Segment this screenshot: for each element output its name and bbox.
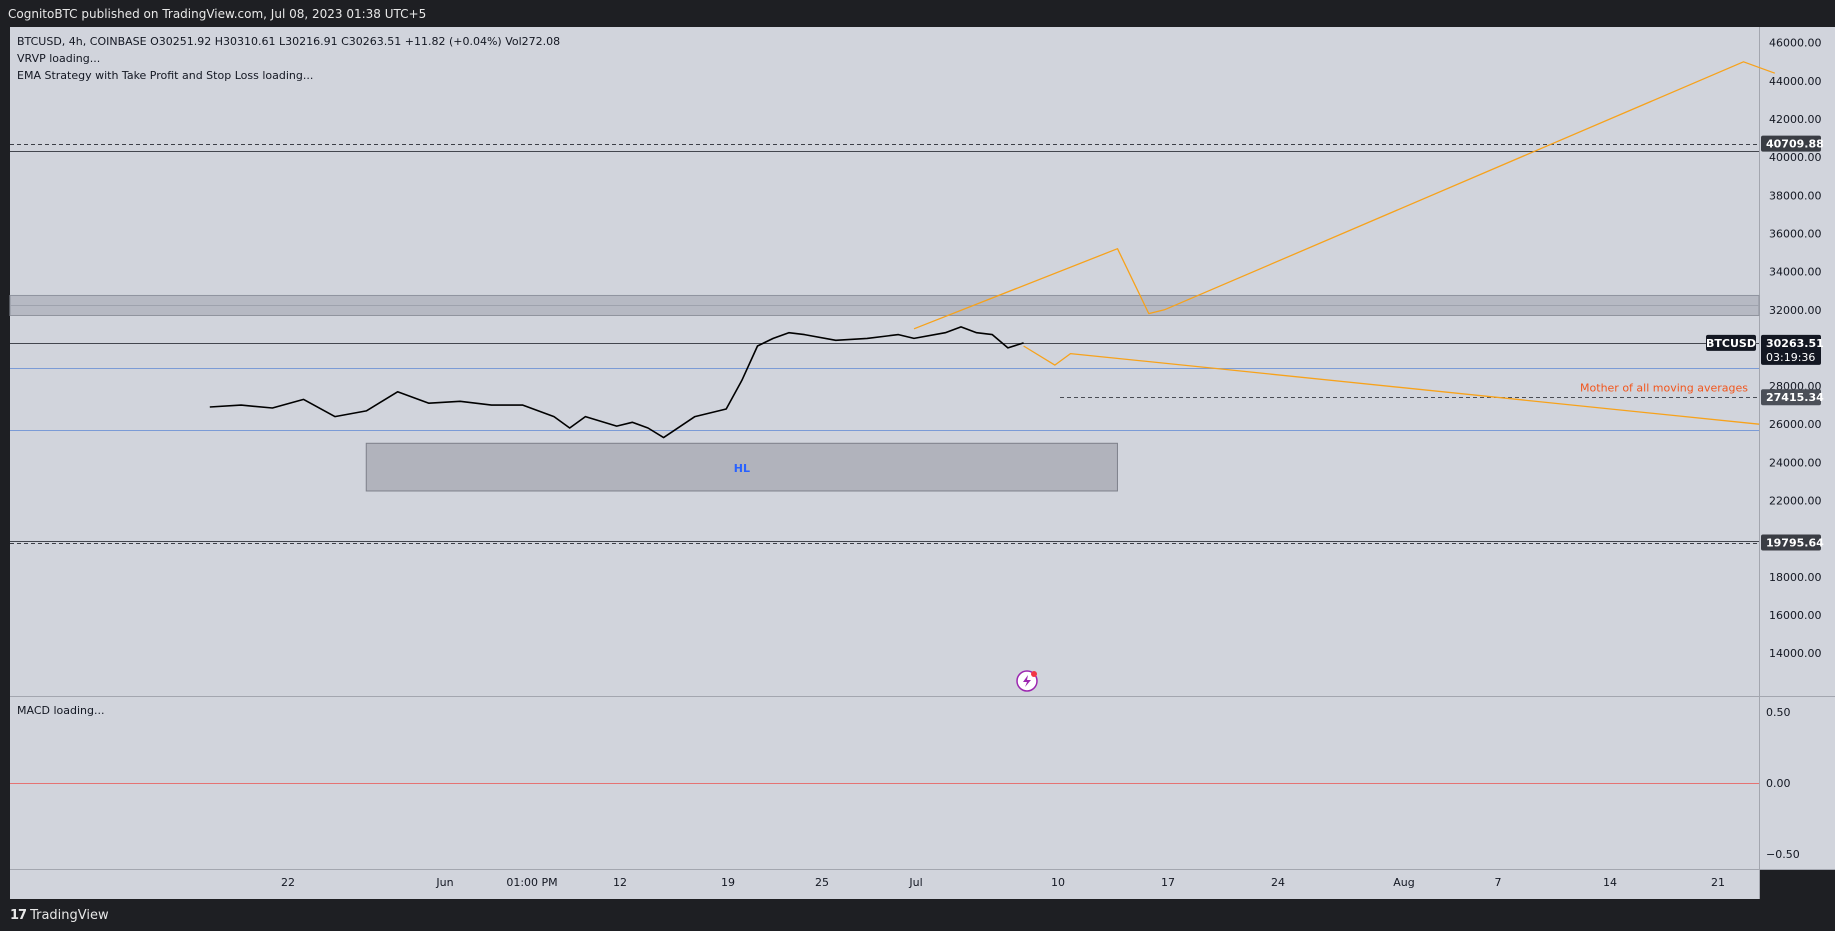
- y-tick-label: 26000.00: [1769, 418, 1822, 431]
- y-tick-label: 18000.00: [1769, 571, 1822, 584]
- flash-icon-dot: [1031, 671, 1037, 677]
- publish-header: CognitoBTC published on TradingView.com,…: [0, 0, 1835, 28]
- moving-average-label: Mother of all moving averages: [1580, 382, 1748, 395]
- x-tick-label: 01:00 PM: [506, 876, 557, 889]
- y-tick-label: 44000.00: [1769, 75, 1822, 88]
- x-tick-label: 22: [281, 876, 295, 889]
- macd-y-tick: 0.50: [1766, 706, 1791, 719]
- y-tick-label: 42000.00: [1769, 113, 1822, 126]
- main-pane-background: [10, 27, 1760, 696]
- price-series[interactable]: [209, 326, 1024, 439]
- price-label-0: 40709.88: [1766, 138, 1824, 151]
- y-tick-label: 24000.00: [1769, 456, 1822, 469]
- vrvp-legend[interactable]: VRVP loading...: [17, 52, 101, 65]
- price-label-1: 27415.34: [1766, 391, 1824, 404]
- tradingview-brand[interactable]: 17 TradingView: [10, 908, 109, 923]
- price-label-0-bg: [1761, 135, 1821, 152]
- x-tick-label: Jul: [908, 876, 922, 889]
- footer-bar: 17 TradingView: [0, 902, 1835, 931]
- hl-zone-label: HL: [734, 462, 750, 475]
- flash-icon[interactable]: [1016, 670, 1038, 692]
- y-tick-label: 46000.00: [1769, 37, 1822, 50]
- y-tick-label: 38000.00: [1769, 189, 1822, 202]
- symbol-tag-label: BTCUSD: [1706, 337, 1756, 350]
- y-tick-label: 14000.00: [1769, 647, 1822, 660]
- time-scale-background[interactable]: [10, 870, 1760, 899]
- x-tick-label: 19: [721, 876, 735, 889]
- price-label-2-bg: [1761, 534, 1821, 551]
- x-tick-label: 10: [1051, 876, 1065, 889]
- chart-canvas[interactable]: 46000.00 44000.00 42000.00 40000.00 38000.00…: [0, 0, 1835, 902]
- macd-y-tick: 0.00: [1766, 777, 1791, 790]
- tradingview-logo-icon: 17: [10, 908, 27, 923]
- x-tick-label: Aug: [1393, 876, 1414, 889]
- y-tick-label: 36000.00: [1769, 227, 1822, 240]
- price-label-2: 19795.64: [1766, 537, 1824, 550]
- macd-y-tick: −0.50: [1766, 848, 1800, 861]
- symbol-tag: [1706, 334, 1756, 351]
- x-tick-label: 21: [1711, 876, 1725, 889]
- projection-path-1[interactable]: [1023, 345, 1760, 425]
- last-price-tag: [1761, 334, 1821, 365]
- x-tick-label: 24: [1271, 876, 1285, 889]
- last-price-value: 30263.51: [1766, 337, 1824, 350]
- price-label-1-bg: [1761, 389, 1821, 406]
- y-tick-label: 34000.00: [1769, 266, 1822, 279]
- price-scale-background[interactable]: [1760, 27, 1835, 869]
- x-tick-label: 17: [1161, 876, 1175, 889]
- hl-zone[interactable]: [365, 442, 1118, 492]
- x-tick-label: 12: [613, 876, 627, 889]
- y-tick-label: 16000.00: [1769, 609, 1822, 622]
- x-tick-label: 14: [1603, 876, 1617, 889]
- x-tick-label: 7: [1495, 876, 1502, 889]
- projection-path-2[interactable]: [913, 61, 1776, 330]
- y-tick-label: 22000.00: [1769, 495, 1822, 508]
- macd-legend[interactable]: MACD loading...: [17, 704, 105, 717]
- ema-legend[interactable]: EMA Strategy with Take Profit and Stop L…: [17, 69, 314, 82]
- flash-icon-bolt: [1023, 675, 1031, 687]
- y-tick-label: 32000.00: [1769, 304, 1822, 317]
- y-tick-label: 40000.00: [1769, 151, 1822, 164]
- ohlc-legend[interactable]: BTCUSD, 4h, COINBASE O30251.92 H30310.61…: [17, 35, 561, 48]
- brand-label: TradingView: [30, 908, 109, 923]
- publish-info: CognitoBTC published on TradingView.com,…: [8, 7, 427, 21]
- bar-countdown: 03:19:36: [1766, 351, 1815, 364]
- x-tick-label: 25: [815, 876, 829, 889]
- x-tick-label: Jun: [435, 876, 453, 889]
